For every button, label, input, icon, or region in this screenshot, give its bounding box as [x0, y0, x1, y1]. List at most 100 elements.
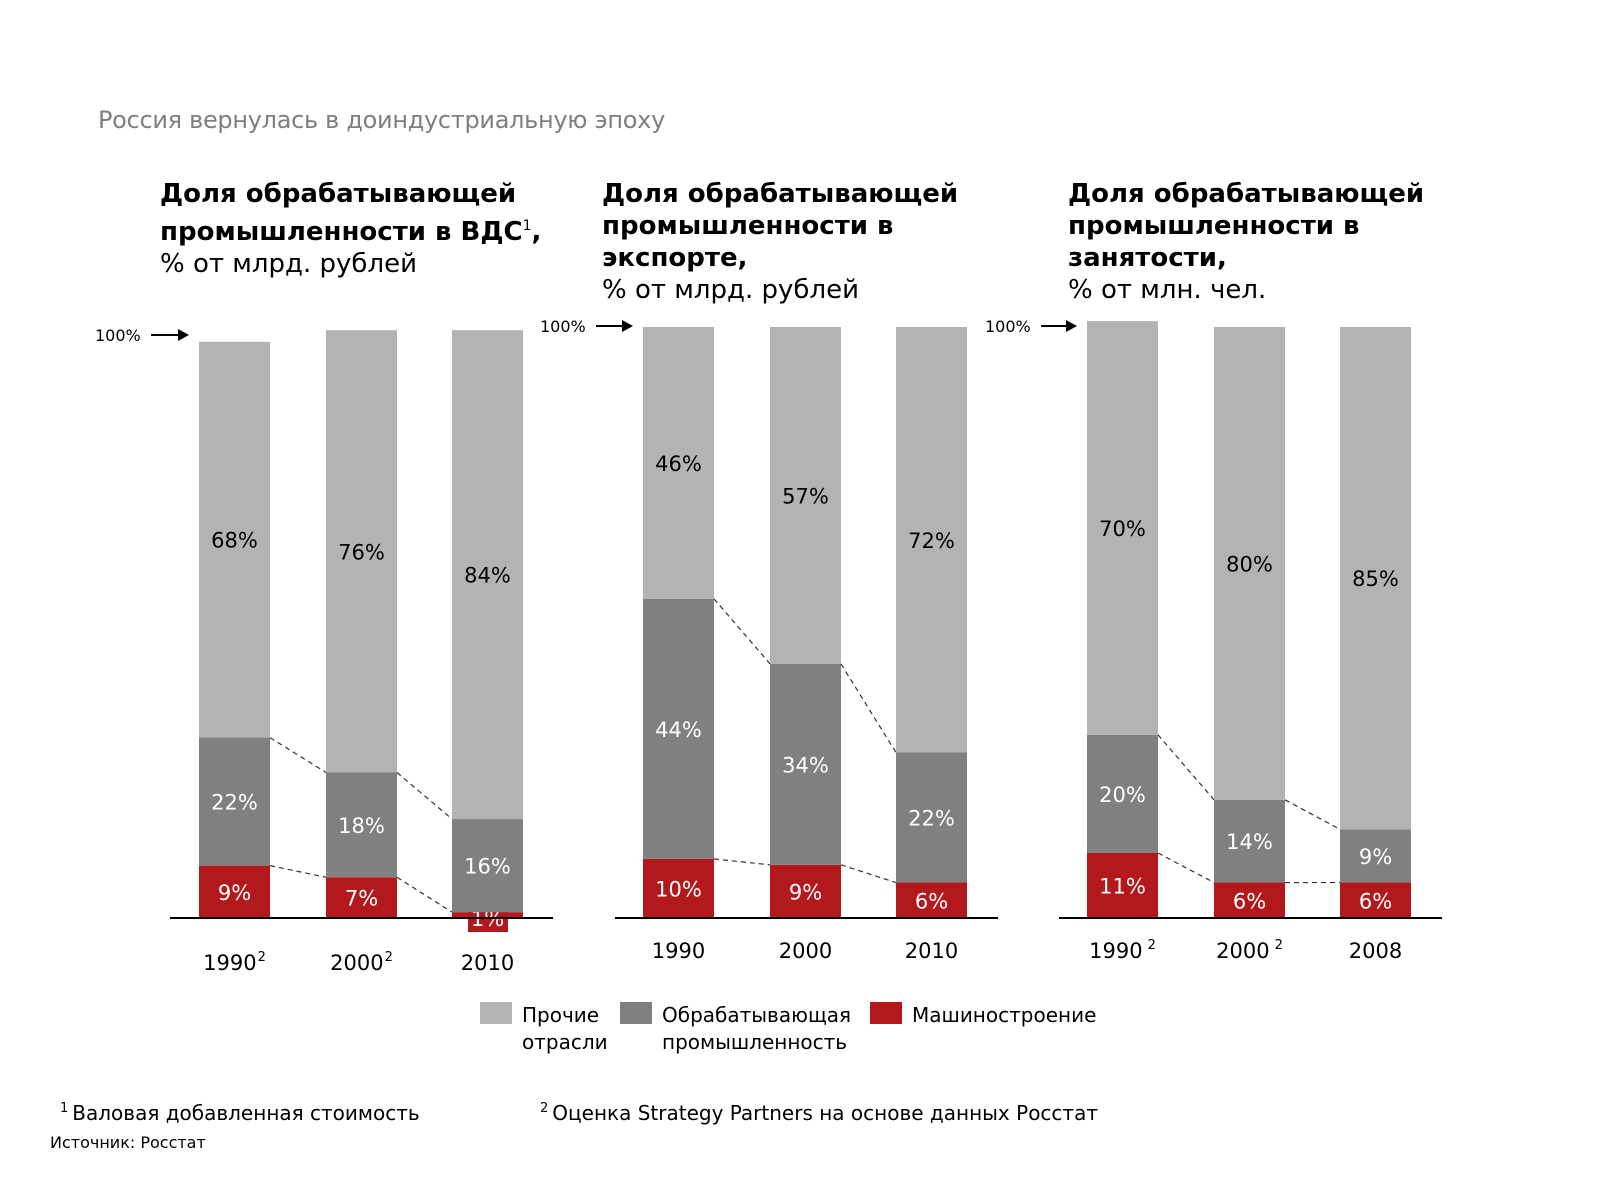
- chart-2-connector-machinery-2: [840, 864, 897, 884]
- chart-2-value-label-2000-manufacturing: 34%: [782, 753, 829, 777]
- chart-2-category-label-2000: 2000: [779, 939, 832, 963]
- legend-item-manufacturing: Обрабатывающая промышленность: [620, 1002, 851, 1056]
- chart-3-category-label-2008: 2008: [1349, 939, 1402, 963]
- chart-2-value-label-2010-machinery: 6%: [915, 889, 948, 913]
- footnote-2-mark: 2: [540, 1101, 549, 1116]
- chart-2-value-label-1990-machinery: 10%: [655, 877, 702, 901]
- page-title: Россия вернулась в доиндустриальную эпох…: [98, 106, 665, 134]
- chart-1-bar-2010-other: [452, 330, 523, 820]
- footnote-2-text: Оценка Strategy Partners на основе данны…: [552, 1101, 1098, 1125]
- chart-2-value-label-2000-machinery: 9%: [789, 880, 822, 904]
- chart-2-value-label-1990-other: 46%: [655, 452, 702, 476]
- chart-3-value-label-1990-machinery: 11%: [1099, 874, 1146, 898]
- chart-2-bar-2010-machinery: [896, 882, 967, 918]
- chart-3-value-label-2000-other: 80%: [1226, 552, 1273, 576]
- chart-3-connector-machinery-1: [1157, 852, 1215, 884]
- chart-3-value-label-2008-other: 85%: [1352, 567, 1399, 591]
- chart-1-value-label-2000-machinery: 7%: [345, 887, 378, 911]
- chart-2-value-label-2010-other: 72%: [908, 529, 955, 553]
- chart-3-value-label-2000-manufacturing: 14%: [1226, 830, 1273, 854]
- chart-1-value-label-2000-manufacturing: 18%: [338, 814, 385, 838]
- chart-2-category-label-1990: 1990: [652, 939, 705, 963]
- chart-1-category-label-2000: 20002: [330, 950, 393, 975]
- chart-3-value-label-2008-manufacturing: 9%: [1359, 845, 1392, 869]
- chart-1-category-label-1990: 19902: [203, 950, 266, 975]
- chart-2-subtitle: % от млрд. рублей: [602, 275, 859, 305]
- chart-3-connector-manufacturing-1: [1157, 734, 1215, 801]
- chart-2-top-label: 100%: [540, 317, 586, 336]
- chart-2-bar-1990-machinery: [643, 858, 714, 918]
- legend-label-manufacturing: Обрабатывающая промышленность: [662, 1003, 852, 1054]
- chart-3-category-footnote-mark: 2: [1275, 938, 1283, 953]
- chart-1-category-footnote-mark: 2: [385, 950, 393, 965]
- chart-3-bar-2008-manufacturing: [1340, 829, 1411, 883]
- chart-3-subtitle: % от млн. чел.: [1068, 275, 1267, 305]
- charts-canvas: 9%22%68%199027%18%76%200021%16%84%201010…: [95, 317, 1442, 975]
- chart-2-value-label-1990-manufacturing: 44%: [655, 718, 702, 742]
- chart-3-bar-2000-manufacturing: [1214, 799, 1285, 883]
- chart-1-bar-2000-manufacturing: [326, 772, 397, 878]
- chart-2-bar-1990-other: [643, 327, 714, 599]
- chart-1-bar-1990-machinery: [199, 865, 270, 918]
- chart-1-value-label-1990-other: 68%: [211, 529, 258, 553]
- chart-1-bar-2010-manufacturing: [452, 819, 523, 913]
- chart-3-top-label: 100%: [985, 317, 1031, 336]
- chart-3-bar-1990-manufacturing: [1087, 734, 1158, 853]
- legend-swatch-machinery: [870, 1002, 902, 1024]
- chart-2-bar-2000-manufacturing: [770, 663, 841, 865]
- chart-2-bar-2010-manufacturing: [896, 752, 967, 883]
- chart-2-bar-2010-other: [896, 327, 967, 753]
- legend-label-machinery: Машиностроение: [912, 1003, 1097, 1027]
- chart-1-value-label-2000-other: 76%: [338, 540, 385, 564]
- legend-item-machinery: Машиностроение: [870, 1002, 1096, 1029]
- chart-1-bar-2000-machinery: [326, 877, 397, 918]
- chart-3-bar-2000-other: [1214, 327, 1285, 800]
- chart-1-connector-manufacturing-2: [396, 772, 453, 820]
- chart-2-category-label-2010: 2010: [905, 939, 958, 963]
- footnote-1: 1 Валовая добавленная стоимость: [60, 1101, 420, 1125]
- legend-swatch-manufacturing: [620, 1002, 652, 1024]
- chart-3-bar-2008-other: [1340, 327, 1411, 830]
- chart-2-value-label-2010-manufacturing: 22%: [908, 807, 955, 831]
- chart-1-top-label: 100%: [95, 326, 141, 345]
- chart-1-connector-machinery-2: [396, 876, 453, 913]
- chart-2-top-arrow-icon: [622, 320, 633, 332]
- footnote-1-text: Валовая добавленная стоимость: [72, 1101, 420, 1125]
- chart-3-connector-manufacturing-2: [1284, 799, 1341, 830]
- chart-1-bar-1990-manufacturing: [199, 737, 270, 866]
- chart-3-heading: Доля обрабатывающей промышленности в зан…: [1068, 178, 1424, 306]
- legend-item-other: Прочие отрасли: [480, 1002, 608, 1056]
- chart-3-category-label-1990: 1990 2: [1089, 938, 1156, 963]
- chart-3-bar-1990-machinery: [1087, 852, 1158, 918]
- chart-1-title-suffix: ,: [531, 217, 542, 247]
- chart-1-title: Доля обрабатывающей промышленности в ВДС: [160, 179, 523, 247]
- chart-3-bar-2008-machinery: [1340, 882, 1411, 918]
- chart-2-connector-manufacturing-2: [840, 663, 897, 753]
- chart-2-heading: Доля обрабатывающей промышленности в экс…: [602, 178, 958, 306]
- legend-label-other: Прочие отрасли: [522, 1003, 608, 1054]
- chart-1-value-label-2010-other: 84%: [464, 564, 511, 588]
- chart-2-bar-2000-machinery: [770, 864, 841, 918]
- chart-1-category-footnote-mark: 2: [258, 950, 266, 965]
- chart-1-connector-manufacturing-1: [269, 737, 327, 774]
- chart-1-bar-2000-other: [326, 330, 397, 773]
- chart-1-top-arrow-icon: [178, 329, 189, 341]
- chart-3-title: Доля обрабатывающей промышленности в зан…: [1068, 179, 1425, 273]
- chart-1-value-label-1990-machinery: 9%: [218, 881, 251, 905]
- chart-2-connector-manufacturing-1: [713, 598, 771, 665]
- chart-1-category-label-2010: 2010: [461, 951, 514, 975]
- chart-2-bar-1990-manufacturing: [643, 598, 714, 859]
- chart-1-subtitle: % от млрд. рублей: [160, 249, 417, 279]
- source-note: Источник: Росстат: [50, 1133, 206, 1152]
- chart-1-heading: Доля обрабатывающей промышленности в ВДС…: [160, 178, 541, 280]
- chart-1-title-footnote-mark: 1: [522, 218, 532, 234]
- chart-1-value-label-2010-manufacturing: 16%: [464, 855, 511, 879]
- footnote-2: 2 Оценка Strategy Partners на основе данн…: [540, 1101, 1098, 1125]
- chart-3-top-arrow-icon: [1066, 320, 1077, 332]
- chart-3-bar-1990-other: [1087, 321, 1158, 735]
- footnote-1-mark: 1: [60, 1101, 69, 1116]
- chart-2-connector-machinery-1: [713, 858, 771, 866]
- chart-1-value-label-1990-manufacturing: 22%: [211, 791, 258, 815]
- chart-3-value-label-2008-machinery: 6%: [1359, 889, 1392, 913]
- legend-swatch-other: [480, 1002, 512, 1024]
